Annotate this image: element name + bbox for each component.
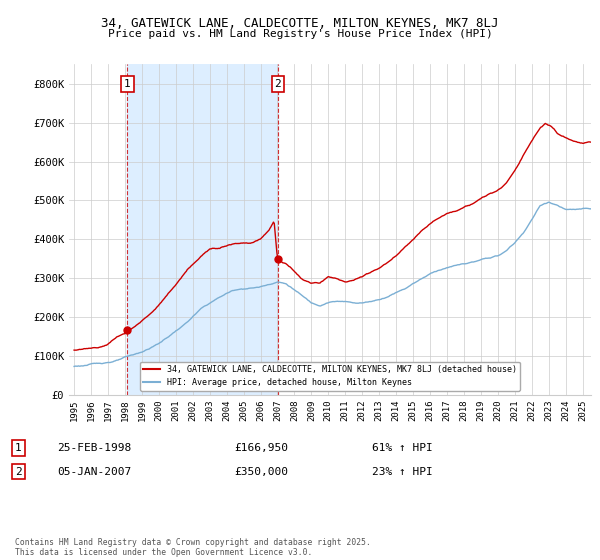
Text: 2: 2 [15,466,22,477]
Bar [127,64,278,395]
Text: £350,000: £350,000 [234,466,288,477]
Text: 05-JAN-2007: 05-JAN-2007 [57,466,131,477]
Text: 1: 1 [124,79,131,89]
Text: 34, GATEWICK LANE, CALDECOTTE, MILTON KEYNES, MK7 8LJ: 34, GATEWICK LANE, CALDECOTTE, MILTON KE… [101,17,499,30]
Text: 2: 2 [274,79,281,89]
Text: 1: 1 [15,443,22,453]
Text: 25-FEB-1998: 25-FEB-1998 [57,443,131,453]
Text: Contains HM Land Registry data © Crown copyright and database right 2025.
This d: Contains HM Land Registry data © Crown c… [15,538,371,557]
Legend: 34, GATEWICK LANE, CALDECOTTE, MILTON KEYNES, MK7 8LJ (detached house), HPI: Ave: 34, GATEWICK LANE, CALDECOTTE, MILTON KE… [140,362,520,391]
Text: £166,950: £166,950 [234,443,288,453]
Text: 23% ↑ HPI: 23% ↑ HPI [372,466,433,477]
Text: Price paid vs. HM Land Registry's House Price Index (HPI): Price paid vs. HM Land Registry's House … [107,29,493,39]
Text: 61% ↑ HPI: 61% ↑ HPI [372,443,433,453]
